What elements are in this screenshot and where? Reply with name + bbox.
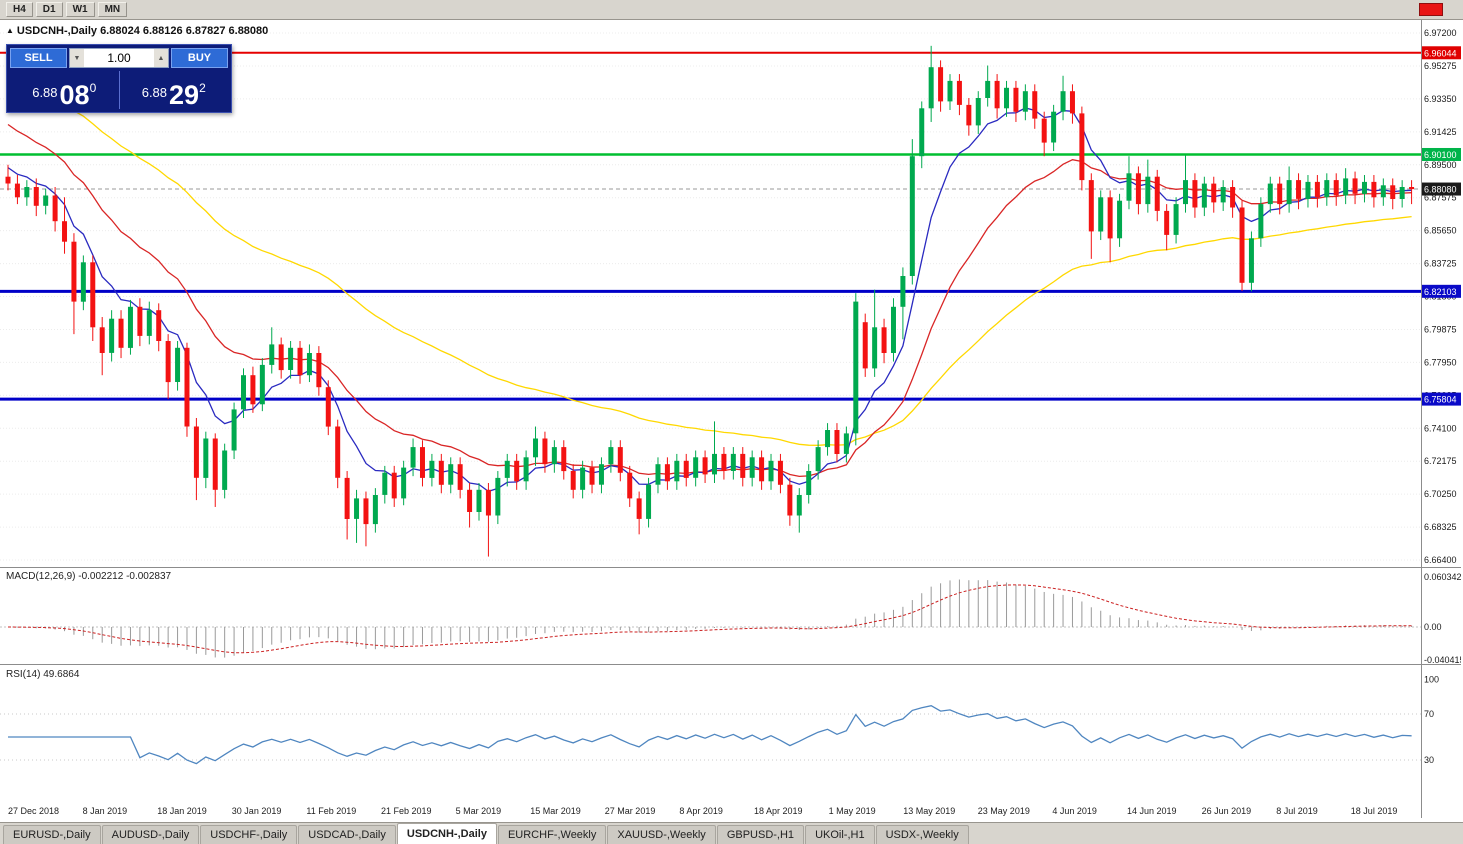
svg-text:70: 70 — [1424, 709, 1434, 719]
top-toolbar: H4 D1 W1 MN — [0, 0, 1463, 20]
sell-price-pips: 08 — [59, 79, 90, 110]
svg-text:6.93350: 6.93350 — [1424, 94, 1457, 104]
buy-price-base: 6.88 — [141, 85, 168, 100]
chart-tab-usdchf-daily[interactable]: USDCHF-,Daily — [200, 825, 298, 844]
svg-text:6.77950: 6.77950 — [1424, 357, 1457, 367]
chart-symbol-label: USDCNH-,Daily — [16, 25, 97, 37]
svg-text:30 Jan 2019: 30 Jan 2019 — [232, 806, 282, 816]
svg-text:6.72175: 6.72175 — [1424, 456, 1457, 466]
timeframe-button-d1[interactable]: D1 — [35, 2, 63, 17]
svg-text:26 Jun 2019: 26 Jun 2019 — [1202, 806, 1252, 816]
svg-text:13 May 2019: 13 May 2019 — [903, 806, 955, 816]
chart-tab-usdx-weekly[interactable]: USDX-,Weekly — [875, 825, 969, 844]
timeframe-button-w1[interactable]: W1 — [65, 2, 95, 17]
chart-tab-gbpusd-h1[interactable]: GBPUSD-,H1 — [716, 825, 805, 844]
svg-text:6.91425: 6.91425 — [1424, 127, 1457, 137]
timeframe-button-group: H4 D1 W1 MN — [6, 2, 130, 17]
one-click-trading-panel: SELL ▼ 1.00 ▲ BUY 6.88 08 0 6.88 29 2 — [6, 44, 232, 113]
buy-button[interactable]: BUY — [171, 48, 228, 68]
svg-text:18 Apr 2019: 18 Apr 2019 — [754, 806, 803, 816]
rsi-panel[interactable] — [0, 665, 1421, 801]
macd-label: MACD(12,26,9) -0.002212 -0.002837 — [6, 571, 172, 582]
volume-field[interactable]: ▼ 1.00 ▲ — [69, 48, 169, 68]
svg-text:0.060342: 0.060342 — [1424, 572, 1461, 582]
chart-tab-eurchf-weekly[interactable]: EURCHF-,Weekly — [497, 825, 607, 844]
svg-text:6.89500: 6.89500 — [1424, 160, 1457, 170]
rsi-label: RSI(14) 49.6864 — [6, 669, 80, 680]
svg-text:6.70250: 6.70250 — [1424, 489, 1457, 499]
volume-increase-icon[interactable]: ▲ — [154, 49, 168, 67]
svg-text:0.00: 0.00 — [1424, 622, 1442, 632]
chart-tab-xauusd-weekly[interactable]: XAUUSD-,Weekly — [607, 825, 716, 844]
chart-ohlc-readout: 6.88024 6.88126 6.87827 6.88080 — [100, 25, 269, 37]
buy-price-fraction: 2 — [199, 81, 206, 95]
macd-panel[interactable] — [0, 568, 1421, 664]
buy-price-pips: 29 — [169, 79, 200, 110]
svg-text:23 May 2019: 23 May 2019 — [978, 806, 1030, 816]
collapse-chart-icon[interactable]: ▲ — [6, 26, 14, 35]
svg-text:5 Mar 2019: 5 Mar 2019 — [456, 806, 502, 816]
svg-text:6.82103: 6.82103 — [1424, 287, 1457, 297]
red-status-button[interactable] — [1419, 3, 1443, 16]
svg-text:6.97200: 6.97200 — [1424, 28, 1457, 38]
svg-text:8 Apr 2019: 8 Apr 2019 — [679, 806, 723, 816]
svg-text:100: 100 — [1424, 675, 1439, 685]
chart-tabs-bar: EURUSD-,Daily AUDUSD-,Daily USDCHF-,Daily U… — [0, 822, 1463, 844]
svg-text:6.96044: 6.96044 — [1424, 48, 1457, 58]
svg-text:6.85650: 6.85650 — [1424, 226, 1457, 236]
timeframe-button-mn[interactable]: MN — [97, 2, 128, 17]
svg-text:27 Mar 2019: 27 Mar 2019 — [605, 806, 656, 816]
svg-text:8 Jul 2019: 8 Jul 2019 — [1276, 806, 1318, 816]
svg-text:6.68325: 6.68325 — [1424, 522, 1457, 532]
svg-text:8 Jan 2019: 8 Jan 2019 — [83, 806, 128, 816]
chart-tab-audusd-daily[interactable]: AUDUSD-,Daily — [101, 825, 200, 844]
svg-text:6.95275: 6.95275 — [1424, 61, 1457, 71]
timeframe-button-h4[interactable]: H4 — [6, 2, 33, 17]
chart-title: ▲ USDCNH-,Daily 6.88024 6.88126 6.87827 6… — [6, 25, 268, 37]
svg-text:1 May 2019: 1 May 2019 — [829, 806, 876, 816]
volume-value[interactable]: 1.00 — [107, 51, 131, 65]
chart-canvas[interactable]: 6.97200 6.95275 6.93350 6.91425 6.89500 6.875… — [0, 20, 1461, 820]
sell-price-base: 6.88 — [32, 85, 58, 100]
svg-text:6.66400: 6.66400 — [1424, 555, 1457, 565]
svg-text:18 Jul 2019: 18 Jul 2019 — [1351, 806, 1398, 816]
svg-text:4 Jun 2019: 4 Jun 2019 — [1052, 806, 1097, 816]
chart-tab-usdcad-daily[interactable]: USDCAD-,Daily — [298, 825, 396, 844]
svg-text:6.74100: 6.74100 — [1424, 423, 1457, 433]
sell-price-fraction: 0 — [89, 81, 97, 95]
date-axis[interactable] — [0, 802, 1421, 820]
sell-price-display[interactable]: 6.88 08 0 — [10, 71, 119, 109]
svg-text:6.88080: 6.88080 — [1424, 185, 1457, 195]
chart-tab-ukoil-h1[interactable]: UKOil-,H1 — [805, 825, 875, 844]
svg-text:11 Feb 2019: 11 Feb 2019 — [306, 806, 356, 816]
buy-price-display[interactable]: 6.88 29 2 — [118, 71, 229, 110]
chart-tab-usdcnh-daily[interactable]: USDCNH-,Daily — [396, 823, 497, 844]
volume-decrease-icon[interactable]: ▼ — [70, 49, 84, 67]
svg-text:6.90100: 6.90100 — [1424, 150, 1457, 160]
price-axis[interactable] — [1421, 20, 1461, 818]
svg-text:6.87575: 6.87575 — [1424, 193, 1457, 203]
svg-text:18 Jan 2019: 18 Jan 2019 — [157, 806, 207, 816]
svg-text:6.79875: 6.79875 — [1424, 324, 1457, 334]
svg-text:6.83725: 6.83725 — [1424, 259, 1457, 269]
svg-text:15 Mar 2019: 15 Mar 2019 — [530, 806, 581, 816]
svg-text:6.75804: 6.75804 — [1424, 395, 1457, 405]
svg-text:27 Dec 2018: 27 Dec 2018 — [8, 806, 59, 816]
svg-text:14 Jun 2019: 14 Jun 2019 — [1127, 806, 1177, 816]
svg-text:21 Feb 2019: 21 Feb 2019 — [381, 806, 432, 816]
sell-button[interactable]: SELL — [10, 48, 67, 68]
chart-window: 6.97200 6.95275 6.93350 6.91425 6.89500 6.875… — [0, 20, 1463, 822]
chart-tab-eurusd-daily[interactable]: EURUSD-,Daily — [3, 825, 101, 844]
svg-text:30: 30 — [1424, 755, 1434, 765]
svg-text:-0.040415: -0.040415 — [1424, 655, 1461, 665]
